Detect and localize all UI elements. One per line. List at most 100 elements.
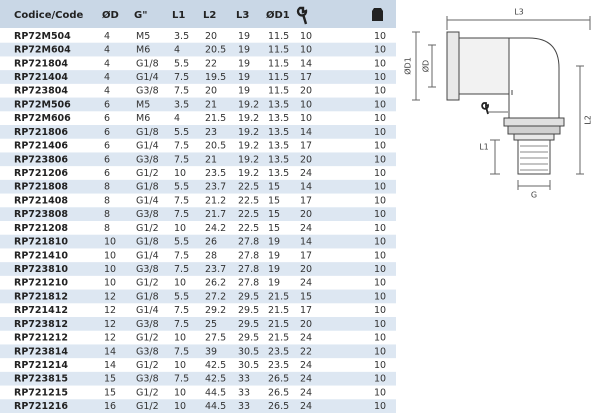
- cell: 23.7: [205, 264, 226, 275]
- dim-label: L2: [584, 115, 593, 125]
- cell: 10: [174, 333, 186, 344]
- cell: 17: [300, 305, 312, 316]
- code-cell: RP723804: [14, 86, 68, 97]
- column-header: G": [134, 10, 147, 21]
- cell: 21.5: [268, 333, 289, 344]
- dim-label: L1: [479, 143, 489, 152]
- cell: 10: [374, 141, 386, 152]
- cell: 33: [238, 387, 250, 398]
- cell: 20.5: [205, 141, 226, 152]
- cell: 29.5: [238, 305, 259, 316]
- cell: 27.8: [238, 250, 259, 261]
- cell: 10: [104, 250, 116, 261]
- cell: 27.8: [238, 264, 259, 275]
- cell: 26.5: [268, 374, 289, 385]
- cell: 17: [300, 195, 312, 206]
- cell: 7.5: [174, 305, 189, 316]
- cell: 29.2: [205, 305, 226, 316]
- row-band: [0, 152, 396, 167]
- cell: M5: [136, 99, 150, 110]
- cell: G1/4: [136, 195, 159, 206]
- column-header: Codice/Code: [14, 10, 84, 21]
- cell: G3/8: [136, 154, 159, 165]
- cell: 10: [174, 401, 186, 412]
- code-cell: RP72M606: [14, 113, 71, 124]
- cell: 10: [374, 387, 386, 398]
- cell: G1/4: [136, 72, 159, 83]
- cell: 22.5: [238, 195, 259, 206]
- cell: 27.8: [238, 237, 259, 248]
- cell: 29.5: [238, 291, 259, 302]
- cell: 24: [300, 374, 312, 385]
- cell: 7.5: [174, 72, 189, 83]
- code-cell: RP72M504: [14, 31, 71, 42]
- cell: 11.5: [268, 72, 289, 83]
- cell: 10: [174, 278, 186, 289]
- cell: 17: [300, 250, 312, 261]
- cell: 4: [104, 72, 110, 83]
- cell: 23.5: [268, 346, 289, 357]
- code-cell: RP721412: [14, 305, 68, 316]
- cell: 3.5: [174, 99, 189, 110]
- cell: 15: [104, 387, 116, 398]
- cell: 10: [104, 264, 116, 275]
- column-header: L3: [236, 10, 249, 21]
- cell: 13.5: [268, 141, 289, 152]
- code-cell: RP723810: [14, 264, 68, 275]
- cell: 24: [300, 333, 312, 344]
- cell: 12: [104, 319, 116, 330]
- cell: G1/4: [136, 141, 159, 152]
- cell: 44.5: [205, 401, 226, 412]
- cell: 24: [300, 223, 312, 234]
- cell: 10: [374, 127, 386, 138]
- cell: G3/8: [136, 86, 159, 97]
- cell: 5.5: [174, 237, 189, 248]
- cell: 23.7: [205, 182, 226, 193]
- cell: 20: [300, 86, 312, 97]
- header-band: [0, 0, 396, 28]
- cell: 19: [238, 58, 250, 69]
- cell: 39: [205, 346, 217, 357]
- cell: 7.5: [174, 195, 189, 206]
- cell: 10: [374, 168, 386, 179]
- cell: 13.5: [268, 113, 289, 124]
- cell: 4: [104, 31, 110, 42]
- cell: 8: [104, 195, 110, 206]
- cell: 29.5: [238, 333, 259, 344]
- cell: 6: [104, 99, 110, 110]
- cell: 13.5: [268, 127, 289, 138]
- cell: 13.5: [268, 99, 289, 110]
- cell: G1/8: [136, 182, 159, 193]
- cell: 20: [300, 264, 312, 275]
- row-band: [0, 207, 396, 221]
- code-cell: RP721212: [14, 333, 68, 344]
- cell: G3/8: [136, 209, 159, 220]
- cell: M5: [136, 31, 150, 42]
- cell: 26.5: [268, 401, 289, 412]
- cell: 27.8: [238, 278, 259, 289]
- cell: 33: [238, 374, 250, 385]
- cell: 14: [104, 346, 116, 357]
- cell: G1/2: [136, 401, 159, 412]
- cell: 11.5: [268, 45, 289, 56]
- fitting-drawing: [412, 16, 591, 190]
- cell: 5.5: [174, 182, 189, 193]
- dim-label: ØD1: [403, 57, 413, 75]
- cell: 30.5: [238, 360, 259, 371]
- cell: 24: [300, 387, 312, 398]
- code-cell: RP721404: [14, 72, 68, 83]
- cell: 19: [268, 278, 280, 289]
- cell: 26: [205, 237, 217, 248]
- cell: 4: [104, 58, 110, 69]
- cell: 10: [374, 305, 386, 316]
- cell: G1/8: [136, 127, 159, 138]
- cell: G1/2: [136, 387, 159, 398]
- cell: 4: [174, 113, 180, 124]
- cell: 17: [300, 72, 312, 83]
- cell: 5.5: [174, 127, 189, 138]
- cell: 10: [374, 195, 386, 206]
- cell: 22.5: [238, 223, 259, 234]
- dim-label: G: [531, 191, 537, 200]
- row-band: [0, 371, 396, 386]
- cell: 19: [238, 72, 250, 83]
